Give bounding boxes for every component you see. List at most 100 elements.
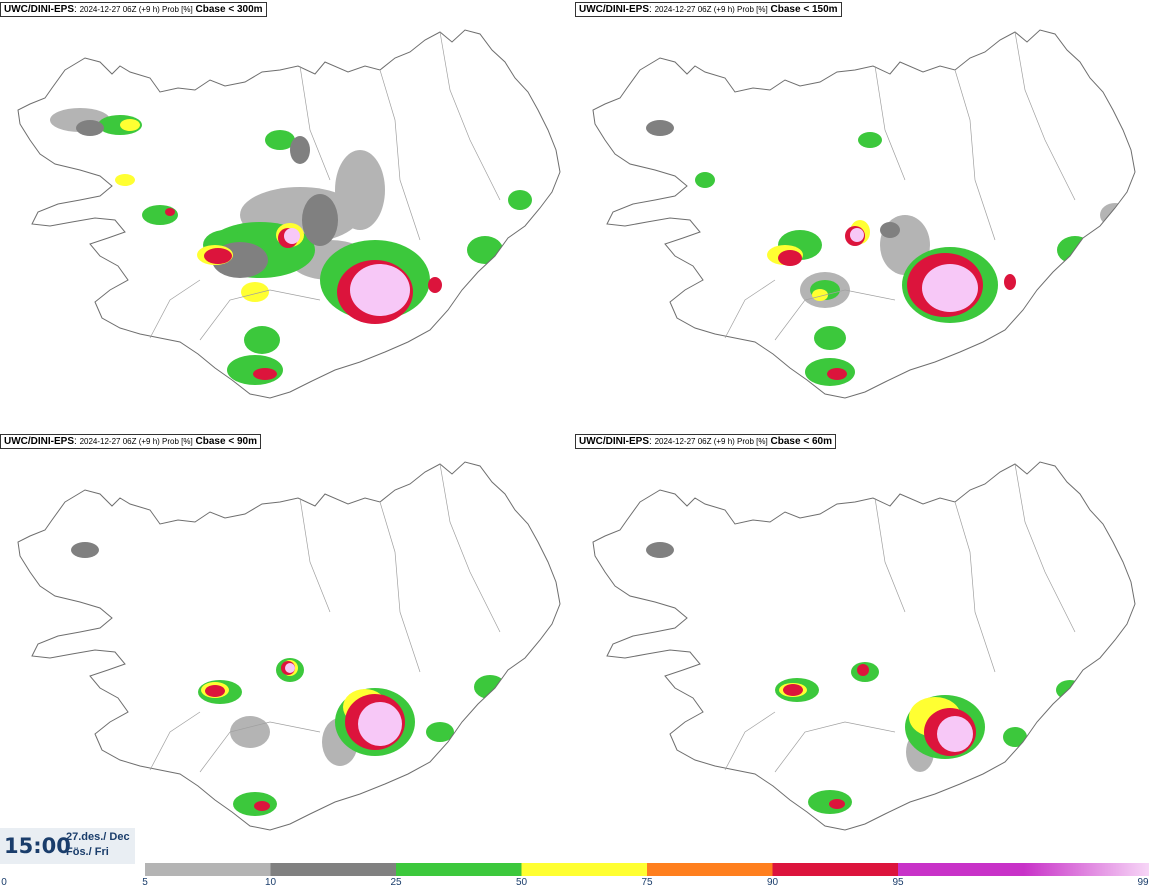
probability-area xyxy=(1100,203,1130,227)
probability-area xyxy=(508,190,532,210)
probability-area xyxy=(350,264,410,316)
colorbar-tick-label: 75 xyxy=(641,877,653,888)
probability-area xyxy=(857,664,869,676)
colorbar-segment xyxy=(521,863,648,876)
map-panel-cbase-150: UWC/DINI-EPS: 2024-12-27 06Z (+9 h) Prob… xyxy=(575,0,1150,430)
boundary-line xyxy=(379,69,421,241)
colorbar-tick-label: 99 xyxy=(1137,877,1149,888)
map-panel-cbase-300: UWC/DINI-EPS: 2024-12-27 06Z (+9 h) Prob… xyxy=(0,0,575,430)
colorbar-tick-label: 25 xyxy=(390,877,402,888)
panel-title: UWC/DINI-EPS: 2024-12-27 06Z (+9 h) Prob… xyxy=(0,2,267,17)
probability-area xyxy=(244,326,280,354)
boundary-line xyxy=(149,711,201,771)
boundary-line xyxy=(1014,31,1076,201)
probability-area xyxy=(335,150,385,230)
valid-date: 27.des./ Dec xyxy=(66,831,130,843)
colorbar-segment xyxy=(772,863,899,876)
colorbar-tick-label: 10 xyxy=(264,877,277,888)
probability-area xyxy=(814,326,846,350)
run-info: 2024-12-27 06Z (+9 h) Prob [%] xyxy=(654,5,768,14)
colorbar-segment xyxy=(145,863,271,876)
valid-time-box: 15:00 27.des./ Dec Fös./ Fri xyxy=(0,828,135,864)
probability-area xyxy=(1003,727,1027,747)
panel-title: UWC/DINI-EPS: 2024-12-27 06Z (+9 h) Prob… xyxy=(575,434,836,449)
probability-area xyxy=(253,368,277,380)
colorbar-tick-label: 90 xyxy=(766,877,779,888)
boundary-line xyxy=(774,721,896,773)
map-panel-cbase-90: UWC/DINI-EPS: 2024-12-27 06Z (+9 h) Prob… xyxy=(0,432,575,862)
iceland-map xyxy=(17,461,561,831)
model-name: UWC/DINI-EPS xyxy=(579,4,649,15)
map-panel-cbase-60: UWC/DINI-EPS: 2024-12-27 06Z (+9 h) Prob… xyxy=(575,432,1150,862)
probability-area xyxy=(285,663,295,673)
colorbar-tick-label: 5 xyxy=(142,877,148,888)
colorbar-tick-label: 95 xyxy=(892,877,904,888)
valid-day: Fös./ Fri xyxy=(66,846,109,858)
probability-area xyxy=(71,542,99,558)
probability-area xyxy=(778,250,802,266)
probability-area xyxy=(1057,236,1093,264)
colorbar xyxy=(145,863,1149,876)
probability-area xyxy=(205,685,225,697)
probability-area xyxy=(290,136,310,164)
boundary-line xyxy=(774,289,896,341)
probability-area xyxy=(467,236,503,264)
probability-area xyxy=(850,228,864,242)
boundary-line xyxy=(379,501,421,673)
coastline xyxy=(592,29,1136,399)
probability-area xyxy=(646,120,674,136)
boundary-line xyxy=(149,279,201,339)
colorbar-tick-label: 0 xyxy=(1,877,7,888)
probability-area xyxy=(241,282,269,302)
threshold-label: Cbase < 150m xyxy=(770,4,838,15)
threshold-label: Cbase < 60m xyxy=(770,436,832,447)
probability-area xyxy=(428,277,442,293)
boundary-line xyxy=(299,65,331,181)
probability-area xyxy=(120,119,140,131)
colorbar-segment xyxy=(898,863,1024,876)
boundary-line xyxy=(199,721,321,773)
probability-area xyxy=(880,222,900,238)
iceland-map xyxy=(17,29,561,399)
threshold-label: Cbase < 90m xyxy=(195,436,257,447)
probability-area xyxy=(115,174,135,186)
probability-area xyxy=(254,801,270,811)
colorbar-segment xyxy=(1023,863,1149,876)
probability-area xyxy=(783,684,803,696)
model-name: UWC/DINI-EPS xyxy=(4,4,74,15)
probability-area xyxy=(76,120,104,136)
probability-area xyxy=(265,130,295,150)
run-info: 2024-12-27 06Z (+9 h) Prob [%] xyxy=(79,5,193,14)
probability-area xyxy=(829,799,845,809)
coastline xyxy=(592,461,1136,831)
probability-area xyxy=(230,716,270,748)
boundary-line xyxy=(724,279,776,339)
boundary-line xyxy=(299,497,331,613)
probability-area xyxy=(827,368,847,380)
coastline xyxy=(17,29,561,399)
iceland-map xyxy=(592,461,1136,831)
boundary-line xyxy=(724,711,776,771)
valid-time: 15:00 xyxy=(4,834,71,858)
run-info: 2024-12-27 06Z (+9 h) Prob [%] xyxy=(654,437,768,446)
probability-area xyxy=(922,264,978,312)
boundary-line xyxy=(439,31,501,201)
boundary-line xyxy=(874,497,906,613)
colorbar-tick-label: 50 xyxy=(515,877,528,888)
threshold-label: Cbase < 300m xyxy=(195,4,263,15)
probability-area xyxy=(426,722,454,742)
boundary-line xyxy=(1014,463,1076,633)
probability-area xyxy=(858,132,882,148)
probability-area xyxy=(204,248,232,264)
colorbar-segment xyxy=(647,863,773,876)
coastline xyxy=(17,461,561,831)
run-info: 2024-12-27 06Z (+9 h) Prob [%] xyxy=(79,437,193,446)
colorbar-segment xyxy=(270,863,397,876)
boundary-line xyxy=(954,69,996,241)
probability-area xyxy=(812,289,828,301)
probability-area xyxy=(284,228,300,244)
boundary-line xyxy=(439,463,501,633)
probability-area xyxy=(646,542,674,558)
boundary-line xyxy=(199,289,321,341)
boundary-line xyxy=(874,65,906,181)
